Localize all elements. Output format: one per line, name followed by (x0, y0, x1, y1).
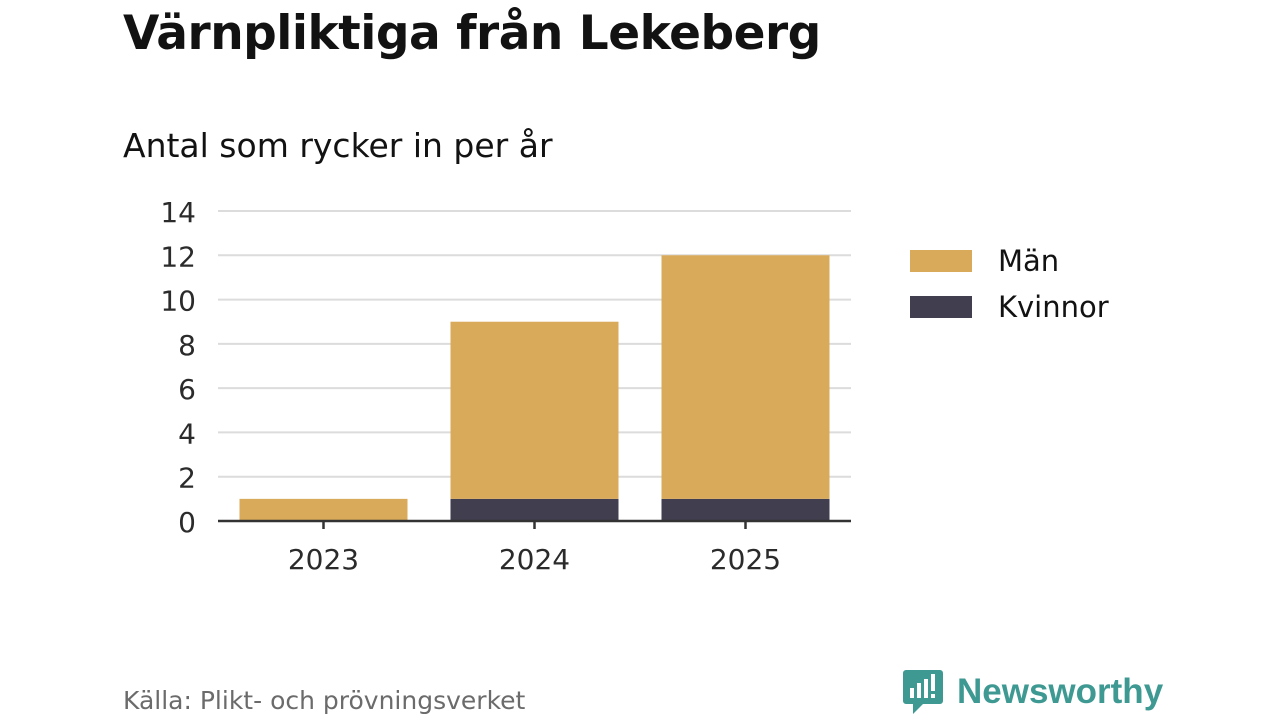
bars (239, 255, 830, 521)
legend-swatch-kvinnor (910, 296, 972, 318)
y-tick-label: 10 (160, 285, 196, 318)
bar-chart-speech-bubble-icon (903, 670, 943, 714)
y-tick-label: 4 (178, 417, 196, 450)
x-tick-label-2023: 2023 (288, 543, 359, 576)
y-tick-label: 2 (178, 462, 196, 495)
y-tick-label: 8 (178, 329, 196, 362)
chart-title: Värnpliktiga från Lekeberg (123, 6, 821, 61)
bar-kvinnor-2024 (450, 498, 619, 521)
bar-män-2023 (239, 498, 408, 521)
bar-kvinnor-2025 (661, 498, 830, 521)
y-tick-label: 12 (160, 240, 196, 273)
x-axis-ticks: 2023 2024 2025 (288, 521, 781, 576)
y-tick-label: 6 (178, 373, 196, 406)
x-tick-label-2025: 2025 (710, 543, 781, 576)
y-tick-label: 0 (178, 506, 196, 539)
legend-item-kvinnor: Kvinnor (910, 284, 1109, 330)
bar-män-2025 (661, 255, 830, 499)
legend: Män Kvinnor (910, 238, 1109, 330)
source-note: Källa: Plikt- och prövningsverket (123, 686, 526, 715)
y-tick-label: 14 (160, 196, 196, 229)
bar-män-2024 (450, 321, 619, 499)
x-tick-label-2024: 2024 (499, 543, 570, 576)
legend-swatch-man (910, 250, 972, 272)
brand-name: Newsworthy (957, 672, 1164, 711)
legend-item-man: Män (910, 238, 1109, 284)
chart-subtitle: Antal som rycker in per år (123, 126, 553, 165)
brand-logo: Newsworthy (903, 668, 1163, 716)
legend-label-kvinnor: Kvinnor (998, 290, 1109, 324)
legend-label-man: Män (998, 244, 1060, 278)
y-axis-ticks: 0 2 4 6 8 10 12 14 (160, 196, 196, 539)
